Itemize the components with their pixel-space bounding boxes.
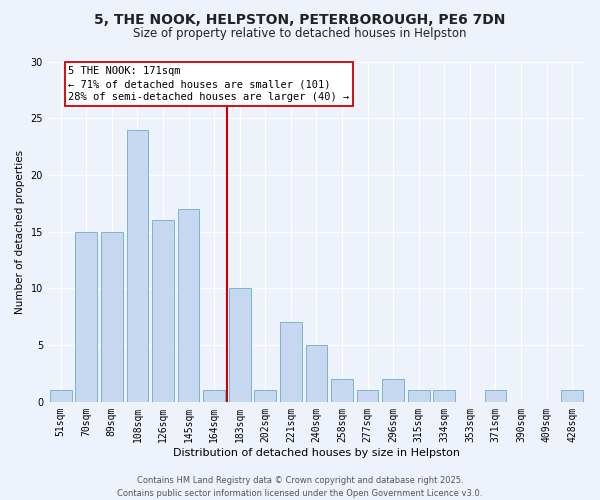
Bar bbox=[408, 390, 430, 402]
Text: Contains HM Land Registry data © Crown copyright and database right 2025.
Contai: Contains HM Land Registry data © Crown c… bbox=[118, 476, 482, 498]
Text: Size of property relative to detached houses in Helpston: Size of property relative to detached ho… bbox=[133, 28, 467, 40]
Bar bbox=[178, 209, 199, 402]
Bar bbox=[254, 390, 276, 402]
Bar bbox=[433, 390, 455, 402]
Bar bbox=[485, 390, 506, 402]
Bar bbox=[50, 390, 71, 402]
Bar bbox=[562, 390, 583, 402]
Bar bbox=[357, 390, 379, 402]
Bar bbox=[203, 390, 225, 402]
Bar bbox=[382, 379, 404, 402]
Bar bbox=[127, 130, 148, 402]
Bar bbox=[76, 232, 97, 402]
X-axis label: Distribution of detached houses by size in Helpston: Distribution of detached houses by size … bbox=[173, 448, 460, 458]
Bar bbox=[305, 345, 328, 402]
Y-axis label: Number of detached properties: Number of detached properties bbox=[15, 150, 25, 314]
Text: 5 THE NOOK: 171sqm
← 71% of detached houses are smaller (101)
28% of semi-detach: 5 THE NOOK: 171sqm ← 71% of detached hou… bbox=[68, 66, 350, 102]
Bar bbox=[152, 220, 174, 402]
Bar bbox=[280, 322, 302, 402]
Bar bbox=[101, 232, 123, 402]
Bar bbox=[229, 288, 251, 402]
Text: 5, THE NOOK, HELPSTON, PETERBOROUGH, PE6 7DN: 5, THE NOOK, HELPSTON, PETERBOROUGH, PE6… bbox=[94, 12, 506, 26]
Bar bbox=[331, 379, 353, 402]
